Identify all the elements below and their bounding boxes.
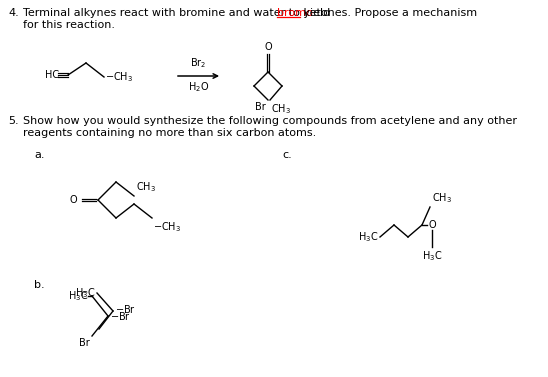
Text: c.: c. (282, 150, 292, 160)
Text: $-$CH$_3$: $-$CH$_3$ (153, 220, 181, 234)
Text: H$_3$C: H$_3$C (75, 286, 95, 300)
Text: H$_3$C: H$_3$C (68, 289, 88, 303)
Text: $-$CH$_3$: $-$CH$_3$ (105, 70, 133, 84)
Text: H$_3$C: H$_3$C (358, 230, 378, 244)
Text: Terminal alkynes react with bromine and water to yield: Terminal alkynes react with bromine and … (23, 8, 334, 18)
Text: 5.: 5. (8, 116, 19, 126)
Text: Show how you would synthesize the following compounds from acetylene and any oth: Show how you would synthesize the follow… (23, 116, 517, 126)
Text: for this reaction.: for this reaction. (23, 20, 115, 30)
Text: H$_3$C: H$_3$C (422, 249, 442, 263)
Text: H$_2$O: H$_2$O (188, 80, 209, 94)
Text: bromo: bromo (277, 8, 313, 18)
Text: CH$_3$: CH$_3$ (271, 102, 291, 116)
Text: reagents containing no more than six carbon atoms.: reagents containing no more than six car… (23, 128, 316, 138)
Text: HC: HC (45, 70, 59, 80)
Text: Br: Br (79, 338, 90, 348)
Text: a.: a. (34, 150, 44, 160)
Text: ketones. Propose a mechanism: ketones. Propose a mechanism (300, 8, 477, 18)
Text: 4.: 4. (8, 8, 19, 18)
Text: CH$_3$: CH$_3$ (432, 191, 452, 205)
Text: Br: Br (255, 102, 266, 112)
Text: Br$_2$: Br$_2$ (190, 56, 207, 70)
Text: O: O (264, 42, 272, 52)
Text: O: O (428, 220, 436, 230)
Text: O: O (70, 195, 77, 205)
Text: b.: b. (34, 280, 44, 290)
Text: $-$Br: $-$Br (115, 303, 136, 315)
Text: $-$Br: $-$Br (110, 310, 131, 322)
Text: CH$_3$: CH$_3$ (136, 180, 156, 194)
